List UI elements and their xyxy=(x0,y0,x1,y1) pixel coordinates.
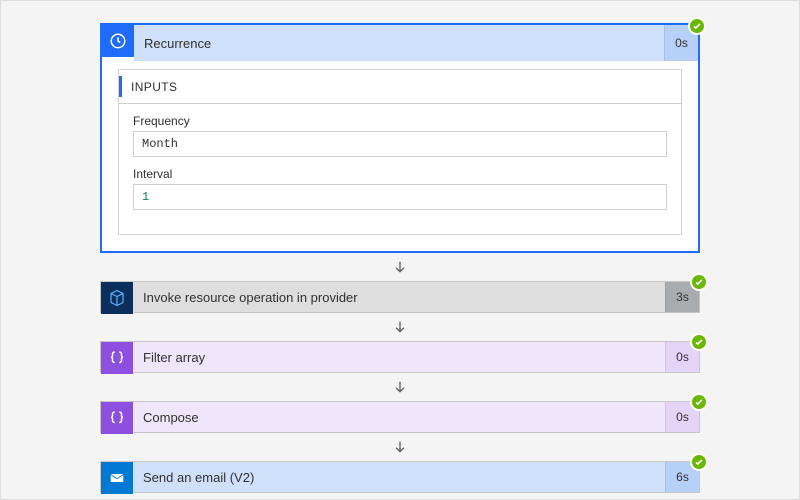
check-icon xyxy=(690,453,708,471)
check-icon xyxy=(688,17,706,35)
clock-icon xyxy=(102,25,134,57)
step-title: Recurrence xyxy=(134,25,664,61)
check-icon xyxy=(690,273,708,291)
arrow-down-icon xyxy=(100,433,700,461)
flow-step-filter-array[interactable]: Filter array 0s xyxy=(100,341,700,373)
braces-icon xyxy=(101,342,133,374)
step-title: Filter array xyxy=(133,342,665,372)
arrow-down-icon xyxy=(100,253,700,281)
field-label: Interval xyxy=(133,167,667,181)
flow-step-recurrence[interactable]: Recurrence 0s INPUTS Frequency Month Int… xyxy=(100,23,700,253)
inputs-card: INPUTS Frequency Month Interval 1 xyxy=(118,69,682,235)
step-title: Invoke resource operation in provider xyxy=(133,282,665,312)
flow-step-invoke-resource[interactable]: Invoke resource operation in provider 3s xyxy=(100,281,700,313)
step-title: Send an email (V2) xyxy=(133,462,665,492)
mail-icon xyxy=(101,462,133,494)
flow-step-compose[interactable]: Compose 0s xyxy=(100,401,700,433)
field-frequency: Frequency Month xyxy=(133,114,667,157)
field-interval: Interval 1 xyxy=(133,167,667,210)
step-header[interactable]: Compose 0s xyxy=(100,401,700,433)
step-title: Compose xyxy=(133,402,665,432)
flow-step-send-email[interactable]: Send an email (V2) 6s xyxy=(100,461,700,493)
field-value: Month xyxy=(133,131,667,157)
field-label: Frequency xyxy=(133,114,667,128)
cube-icon xyxy=(101,282,133,314)
arrow-down-icon xyxy=(100,313,700,341)
inputs-header: INPUTS xyxy=(119,70,681,104)
inputs-body: Frequency Month Interval 1 xyxy=(119,104,681,234)
step-header[interactable]: Recurrence 0s xyxy=(102,25,698,61)
step-header[interactable]: Send an email (V2) 6s xyxy=(100,461,700,493)
check-icon xyxy=(690,393,708,411)
braces-icon xyxy=(101,402,133,434)
step-header[interactable]: Filter array 0s xyxy=(100,341,700,373)
field-value: 1 xyxy=(133,184,667,210)
arrow-down-icon xyxy=(100,373,700,401)
check-icon xyxy=(690,333,708,351)
step-header[interactable]: Invoke resource operation in provider 3s xyxy=(100,281,700,313)
